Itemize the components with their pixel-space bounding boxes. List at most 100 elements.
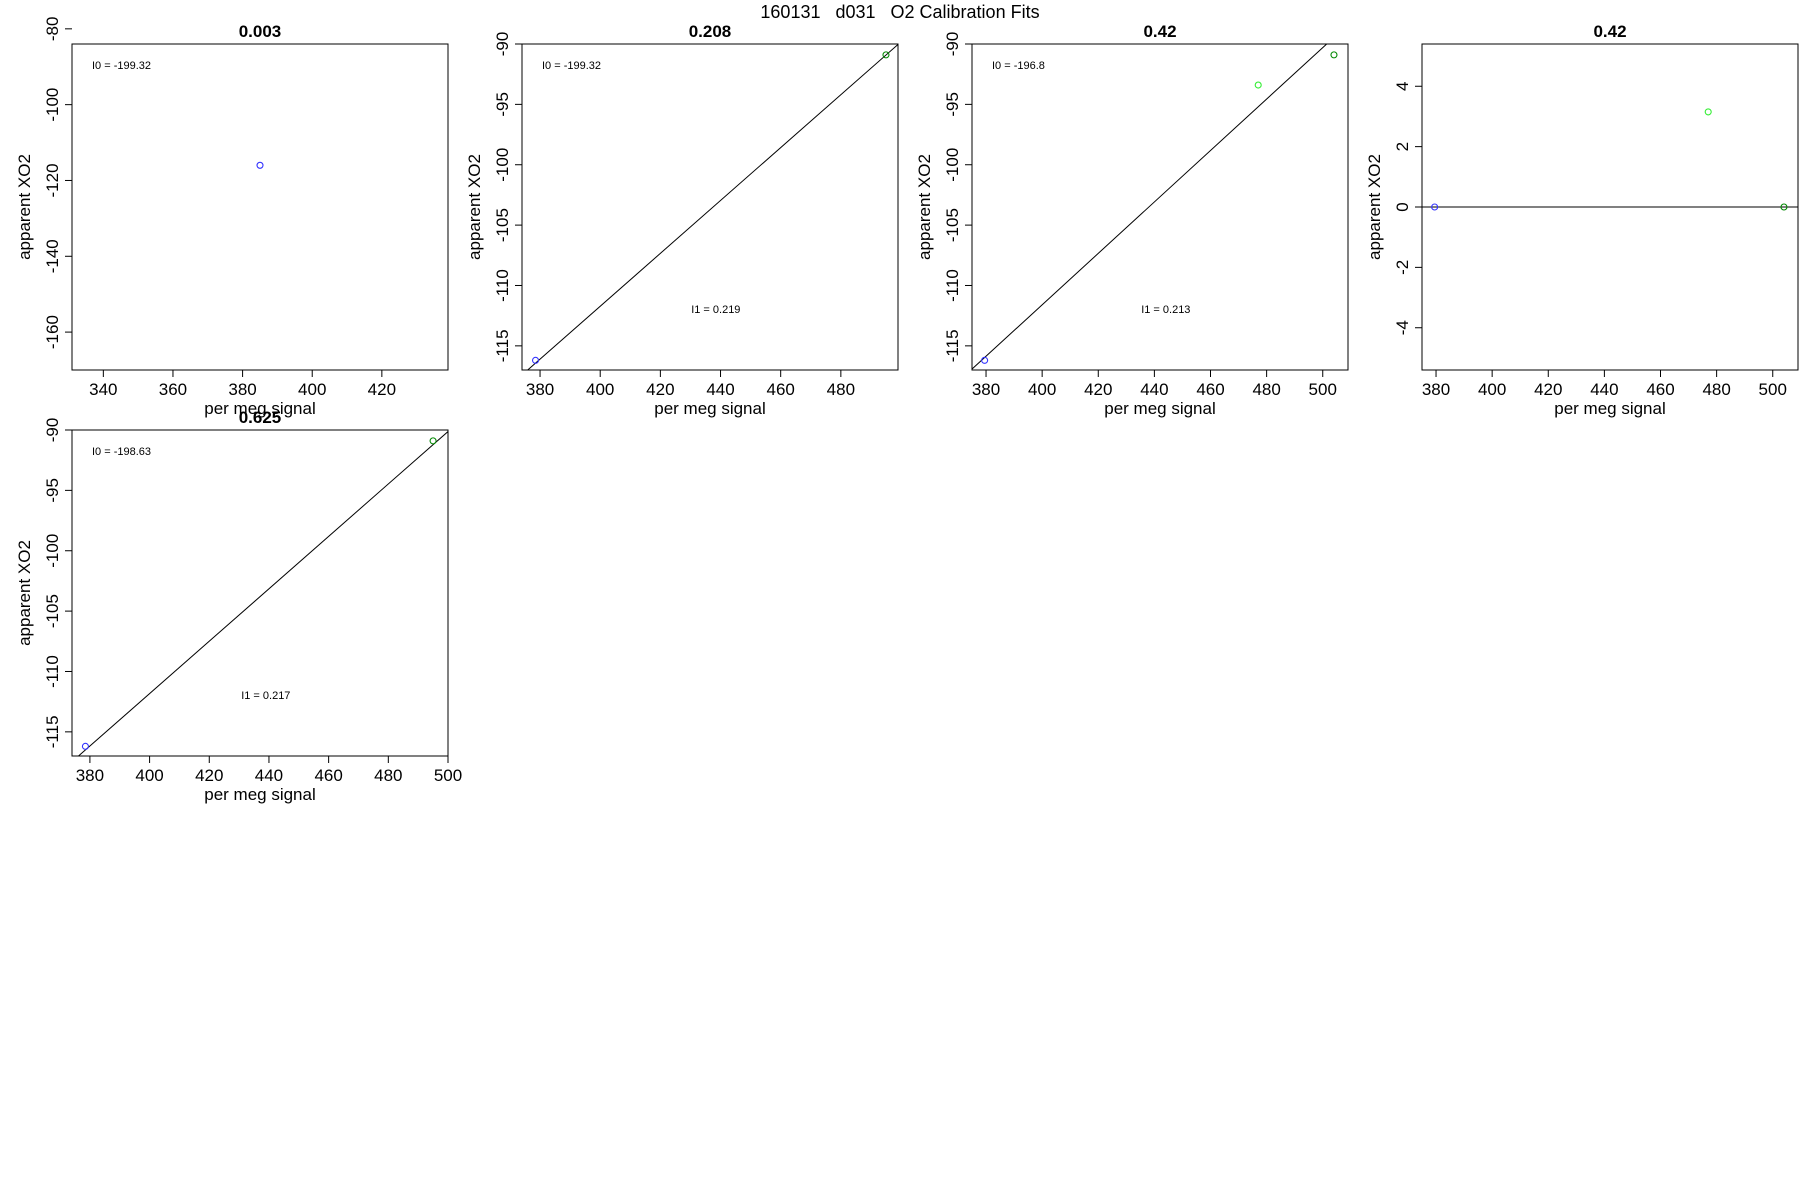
y-tick-label: -115: [43, 715, 62, 748]
x-tick-label: 500: [434, 766, 462, 785]
y-tick-label: -115: [943, 329, 962, 362]
fit-line: [77, 430, 448, 756]
x-tick-label: 420: [1084, 380, 1112, 399]
fit-annotation: I0 = -196.8: [992, 60, 1045, 72]
y-tick-label: -115: [493, 329, 512, 362]
fit-annotation: I1 = 0.217: [241, 690, 290, 702]
y-tick-label: -100: [43, 88, 62, 122]
fit-annotation: I0 = -198.63: [92, 446, 151, 458]
x-tick-label: 380: [228, 380, 256, 399]
y-tick-label: -100: [943, 148, 962, 182]
x-tick-label: 500: [1309, 380, 1337, 399]
y-tick-label: -90: [943, 32, 962, 57]
x-axis-label: per meg signal: [1554, 399, 1666, 418]
data-point: [882, 51, 890, 59]
x-tick-label: 440: [1590, 380, 1618, 399]
x-tick-label: 340: [89, 380, 117, 399]
fit-annotation: I1 = 0.213: [1141, 304, 1190, 316]
x-tick-label: 400: [135, 766, 163, 785]
y-tick-label: -95: [43, 478, 62, 503]
plot-frame: [971, 43, 1349, 371]
x-tick-label: 500: [1759, 380, 1787, 399]
y-tick-label: -110: [43, 655, 62, 688]
fit-line: [526, 44, 898, 370]
data-point: [1254, 81, 1262, 89]
y-tick-label: -90: [493, 32, 512, 57]
x-tick-label: 380: [526, 380, 554, 399]
x-tick-label: 480: [1252, 380, 1280, 399]
x-tick-label: 440: [1140, 380, 1168, 399]
plot-frame: [71, 43, 449, 371]
x-tick-label: 480: [1702, 380, 1730, 399]
x-tick-label: 420: [195, 766, 223, 785]
y-tick-label: 0: [1393, 202, 1412, 211]
x-tick-label: 400: [1478, 380, 1506, 399]
y-axis-label: apparent XO2: [915, 154, 934, 260]
chart-title: 0.42: [1593, 22, 1626, 41]
page-title: 160131 d031 O2 Calibration Fits: [760, 2, 1040, 22]
chart-title: 0.208: [689, 22, 732, 41]
y-tick-label: -95: [943, 92, 962, 117]
fit-annotation: I0 = -199.32: [92, 60, 151, 72]
y-tick-label: -160: [43, 315, 62, 349]
x-tick-label: 420: [368, 380, 396, 399]
y-axis-label: apparent XO2: [1365, 154, 1384, 260]
y-tick-label: -110: [493, 269, 512, 302]
plot-frame: [71, 429, 449, 757]
x-tick-label: 440: [706, 380, 734, 399]
chart-panel-3: 0.42 380 400 420 440 460 480 500 -90 -95 -100 -105 -…: [915, 22, 1349, 418]
chart-title: 0.625: [239, 408, 282, 427]
x-tick-label: 420: [1534, 380, 1562, 399]
y-tick-label: -90: [43, 418, 62, 443]
y-tick-label: 2: [1393, 142, 1412, 151]
data-point: [429, 437, 437, 445]
data-point: [1330, 51, 1338, 59]
x-tick-label: 380: [76, 766, 104, 785]
data-point: [81, 742, 89, 750]
y-tick-label: -4: [1393, 320, 1412, 335]
y-axis-label: apparent XO2: [15, 540, 34, 646]
chart-panel-1: 0.003 340 360 380 400 420 -80 -100 -120 -140 -160 p…: [15, 17, 449, 418]
data-point: [1780, 203, 1788, 211]
x-tick-label: 480: [827, 380, 855, 399]
plot-frame: [521, 43, 899, 371]
x-axis-label: per meg signal: [204, 399, 316, 418]
x-tick-label: 460: [767, 380, 795, 399]
data-point: [1704, 108, 1712, 116]
y-tick-label: -2: [1393, 260, 1412, 275]
x-axis-label: per meg signal: [204, 785, 316, 804]
x-tick-label: 360: [159, 380, 187, 399]
y-tick-label: 4: [1393, 82, 1412, 91]
data-point: [1431, 203, 1439, 211]
chart-panel-2: 0.208 380 400 420 440 460 480 -90 -95 -100 -105 -11…: [465, 22, 899, 418]
y-tick-label: -105: [943, 208, 962, 242]
x-tick-label: 380: [1422, 380, 1450, 399]
x-tick-label: 420: [646, 380, 674, 399]
chart-panel-5: 0.625 380 400 420 440 460 480 500 -90 -95 -100 -105…: [15, 408, 462, 804]
fit-annotation: I1 = 0.219: [691, 304, 740, 316]
x-tick-label: 460: [1196, 380, 1224, 399]
y-tick-label: -120: [43, 163, 62, 197]
x-tick-label: 400: [586, 380, 614, 399]
x-tick-label: 460: [1646, 380, 1674, 399]
x-tick-label: 460: [314, 766, 342, 785]
fit-annotation: I0 = -199.32: [542, 60, 601, 72]
data-point: [981, 356, 989, 364]
y-tick-label: -105: [43, 594, 62, 628]
y-tick-label: -105: [493, 208, 512, 242]
fit-line: [972, 44, 1328, 370]
y-tick-label: -95: [493, 92, 512, 117]
y-tick-label: -80: [43, 17, 62, 42]
x-axis-label: per meg signal: [654, 399, 766, 418]
data-point: [531, 356, 540, 364]
x-tick-label: 380: [972, 380, 1000, 399]
x-tick-label: 400: [298, 380, 326, 399]
y-axis-label: apparent XO2: [465, 154, 484, 260]
data-point: [256, 161, 264, 169]
y-tick-label: -100: [493, 148, 512, 182]
y-axis-label: apparent XO2: [15, 154, 34, 260]
y-tick-label: -140: [43, 239, 62, 273]
y-tick-label: -110: [943, 269, 962, 302]
